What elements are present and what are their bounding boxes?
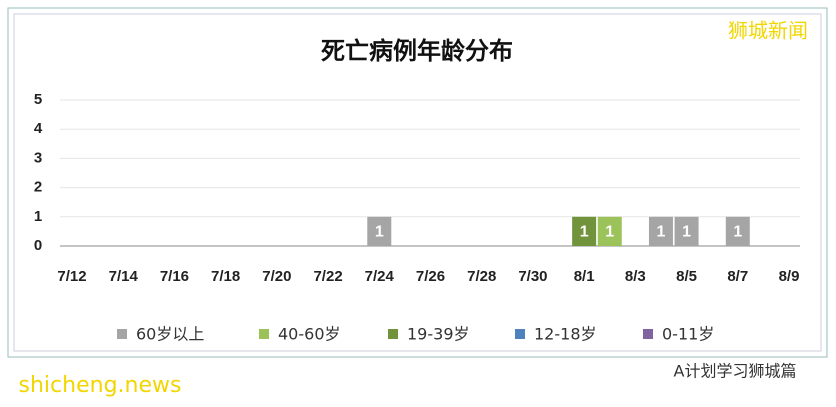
- x-tick-label: 7/18: [211, 268, 240, 285]
- x-tick-label: 7/16: [160, 268, 189, 285]
- legend-swatch: [117, 329, 127, 339]
- data-label: 1: [580, 224, 589, 241]
- bar: [674, 216, 699, 246]
- x-tick-label: 8/9: [779, 268, 800, 285]
- watermark: 狮城新闻: [728, 19, 808, 43]
- legend-label: 19-39岁: [407, 325, 470, 344]
- legend-label: 40-60岁: [278, 325, 341, 344]
- x-tick-label: 7/12: [57, 268, 86, 285]
- y-tick-label: 0: [34, 237, 42, 254]
- chart-frame: [7, 7, 828, 358]
- x-tick-label: 7/30: [518, 268, 547, 285]
- legend-swatch: [388, 329, 398, 339]
- bar: [648, 216, 673, 246]
- data-label: 1: [657, 224, 666, 241]
- legend-swatch: [259, 329, 269, 339]
- x-tick-label: 7/28: [467, 268, 496, 285]
- y-tick-label: 4: [34, 120, 43, 137]
- legend-swatch: [515, 329, 525, 339]
- legend-swatch: [643, 329, 653, 339]
- chart-title: 死亡病例年龄分布: [321, 37, 513, 65]
- y-tick-label: 5: [34, 91, 42, 108]
- x-tick-label: 8/5: [676, 268, 697, 285]
- x-tick-label: 7/22: [313, 268, 342, 285]
- data-label: 1: [375, 224, 384, 241]
- data-label: 1: [605, 224, 614, 241]
- x-tick-label: 7/24: [365, 268, 395, 285]
- y-tick-label: 2: [34, 179, 42, 196]
- bar: [572, 216, 597, 246]
- y-tick-label: 3: [34, 149, 42, 166]
- data-label: 1: [733, 224, 742, 241]
- bar: [597, 216, 622, 246]
- watermark: shicheng.news: [19, 373, 182, 398]
- x-tick-label: 7/20: [262, 268, 291, 285]
- x-tick-label: 7/26: [416, 268, 445, 285]
- legend-label: 12-18岁: [534, 325, 597, 344]
- x-tick-label: 7/14: [109, 268, 139, 285]
- bar: [725, 216, 750, 246]
- x-tick-label: 8/7: [727, 268, 748, 285]
- y-tick-label: 1: [34, 208, 42, 225]
- x-tick-label: 8/3: [625, 268, 646, 285]
- data-label: 1: [682, 224, 691, 241]
- watermark: A计划学习狮城篇: [674, 362, 797, 381]
- legend-label: 0-11岁: [662, 325, 714, 344]
- legend-label: 60岁以上: [136, 325, 204, 344]
- bar: [367, 216, 392, 246]
- plot-border: [13, 13, 822, 352]
- x-tick-label: 8/1: [574, 268, 595, 285]
